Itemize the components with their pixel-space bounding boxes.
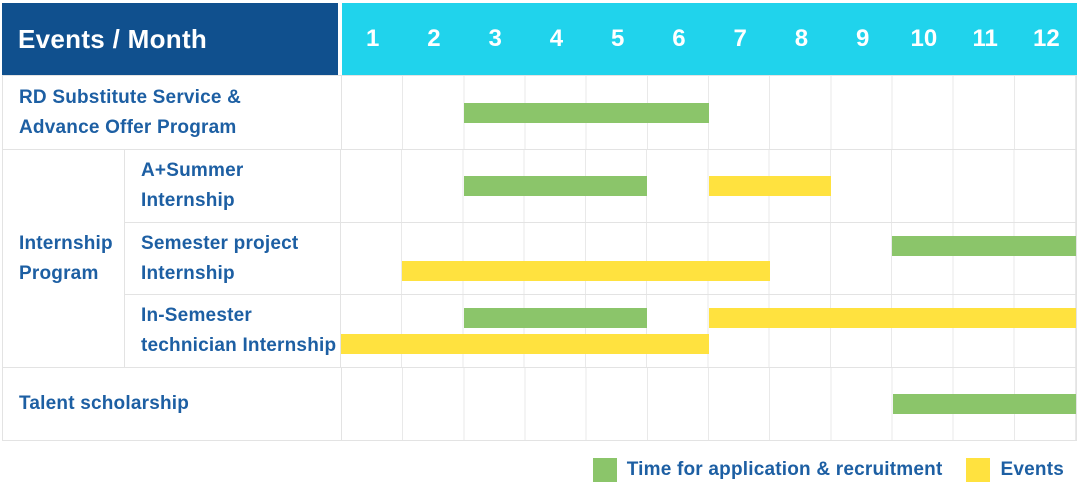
row-label-line: Talent scholarship xyxy=(19,393,190,414)
group-label-internship-program: Internship Program xyxy=(3,150,125,367)
month-header-4: 4 xyxy=(549,25,564,52)
month-header-6: 6 xyxy=(672,25,686,52)
row-label-line: A+Summer xyxy=(141,159,244,181)
gantt-lane-talent-scholarship xyxy=(342,368,1076,440)
gantt-table: Events / Month 1 2 3 4 5 6 7 8 9 10 11 1… xyxy=(2,3,1077,441)
row-label-line: Advance Offer Program xyxy=(19,116,237,138)
row-rd-substitute-service: RD Substitute Service & Advance Offer Pr… xyxy=(3,76,1076,149)
subrow-label-in-semester-technician-internship: In-Semester technician Internship xyxy=(125,295,341,368)
month-header-11: 11 xyxy=(972,25,998,52)
gantt-lane-rd-substitute-service xyxy=(342,76,1076,149)
month-header-5: 5 xyxy=(610,25,625,52)
gantt-bar-application xyxy=(463,175,648,196)
gantt-lane-semester-project-internship xyxy=(341,222,1076,295)
row-label-rd-substitute-service: RD Substitute Service & Advance Offer Pr… xyxy=(3,76,342,149)
table-body: RD Substitute Service & Advance Offer Pr… xyxy=(2,75,1077,441)
month-header-7: 7 xyxy=(733,25,747,52)
gantt-lane-in-semester-technician-internship xyxy=(341,295,1076,368)
row-talent-scholarship: Talent scholarship xyxy=(3,367,1076,440)
legend-label-events: Events xyxy=(1000,459,1064,480)
group-subrows: A+Summer Internship Semester project Int… xyxy=(125,150,1076,368)
group-label-line: Program xyxy=(19,262,99,284)
row-label-line: Internship xyxy=(141,262,235,284)
row-label-line: In-Semester xyxy=(141,305,252,327)
gantt-bar-events xyxy=(708,308,1076,329)
legend-label-application: Time for application & recruitment xyxy=(626,459,943,480)
gantt-lane-a-plus-summer-internship xyxy=(341,150,1076,222)
table-header-row: Events / Month 1 2 3 4 5 6 7 8 9 10 11 1… xyxy=(2,3,1077,75)
month-header-9: 9 xyxy=(855,25,870,52)
gantt-bar-events xyxy=(708,175,831,196)
gantt-bar-application xyxy=(463,308,648,329)
corner-header: Events / Month xyxy=(2,3,342,75)
legend-swatch-application xyxy=(592,458,617,482)
row-group-internship-program: Internship Program A+Summer Internship S… xyxy=(3,149,1076,368)
subrow-label-semester-project-internship: Semester project Internship xyxy=(125,222,341,295)
row-label-line: Internship xyxy=(141,189,235,211)
row-label-line: Semester project xyxy=(141,232,299,254)
gantt-bar-application xyxy=(892,394,1076,414)
group-label-line: Internship xyxy=(19,232,113,254)
row-label-line: technician Internship xyxy=(141,335,337,357)
row-label-talent-scholarship: Talent scholarship xyxy=(3,368,342,440)
row-label-line: RD Substitute Service & xyxy=(19,86,242,108)
month-header-10: 10 xyxy=(910,25,938,52)
month-header-1: 1 xyxy=(365,25,380,52)
month-header-3: 3 xyxy=(488,25,502,52)
gantt-bar-application xyxy=(892,235,1076,256)
month-header-12: 12 xyxy=(1033,25,1060,52)
month-header-2: 2 xyxy=(427,25,441,52)
legend: Time for application & recruitment Event… xyxy=(592,452,1064,488)
gantt-bar-application xyxy=(464,102,709,123)
subrow-in-semester-technician-internship: In-Semester technician Internship xyxy=(125,294,1076,368)
subrow-a-plus-summer-internship: A+Summer Internship xyxy=(125,150,1076,222)
subrow-semester-project-internship: Semester project Internship xyxy=(125,221,1076,295)
subrow-label-a-plus-summer-internship: A+Summer Internship xyxy=(125,150,341,222)
gantt-bar-events xyxy=(341,334,709,355)
month-header-row: 1 2 3 4 5 6 7 8 9 10 11 12 xyxy=(342,3,1077,75)
legend-swatch-events xyxy=(966,458,991,482)
gantt-bar-events xyxy=(402,261,770,282)
month-header-8: 8 xyxy=(794,25,809,52)
